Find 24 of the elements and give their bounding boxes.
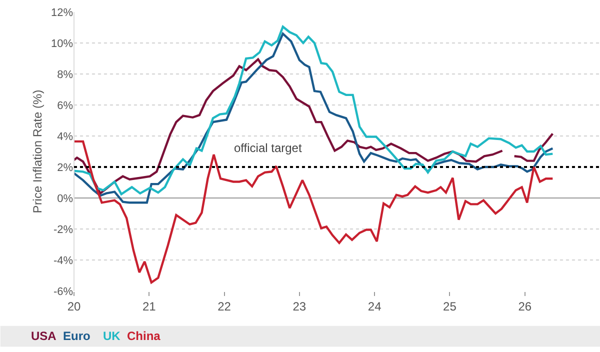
- x-tick-label: 26: [518, 299, 532, 314]
- y-tick-label: -4%: [53, 254, 74, 267]
- x-tick-label: 22: [218, 299, 232, 314]
- y-tick-label: -6%: [53, 286, 74, 298]
- y-tick-label: 2%: [57, 162, 74, 174]
- ref-line-label: official target: [234, 141, 302, 155]
- y-tick-label: 8%: [57, 68, 74, 81]
- y-axis-title: Price Inflation Rate (%): [30, 90, 44, 214]
- x-tick-label: 20: [67, 299, 81, 314]
- y-tick-label: 10%: [50, 38, 74, 50]
- y-tick-label: 12%: [50, 6, 74, 19]
- y-tick-label: 6%: [57, 100, 74, 112]
- text: USA: [31, 329, 57, 343]
- text: Euro: [63, 329, 90, 343]
- y-tick-label: 0%: [57, 192, 74, 205]
- text: China: [127, 329, 161, 343]
- line-series: [74, 140, 554, 284]
- x-tick-label: 23: [292, 299, 306, 314]
- y-tick-label: 4%: [57, 130, 74, 143]
- x-tick-label: 21: [142, 299, 156, 314]
- x-tick-label: 25: [443, 299, 457, 314]
- y-tick-label: -2%: [53, 224, 74, 236]
- x-tick-label: 24: [368, 299, 382, 314]
- text: UK: [103, 329, 121, 343]
